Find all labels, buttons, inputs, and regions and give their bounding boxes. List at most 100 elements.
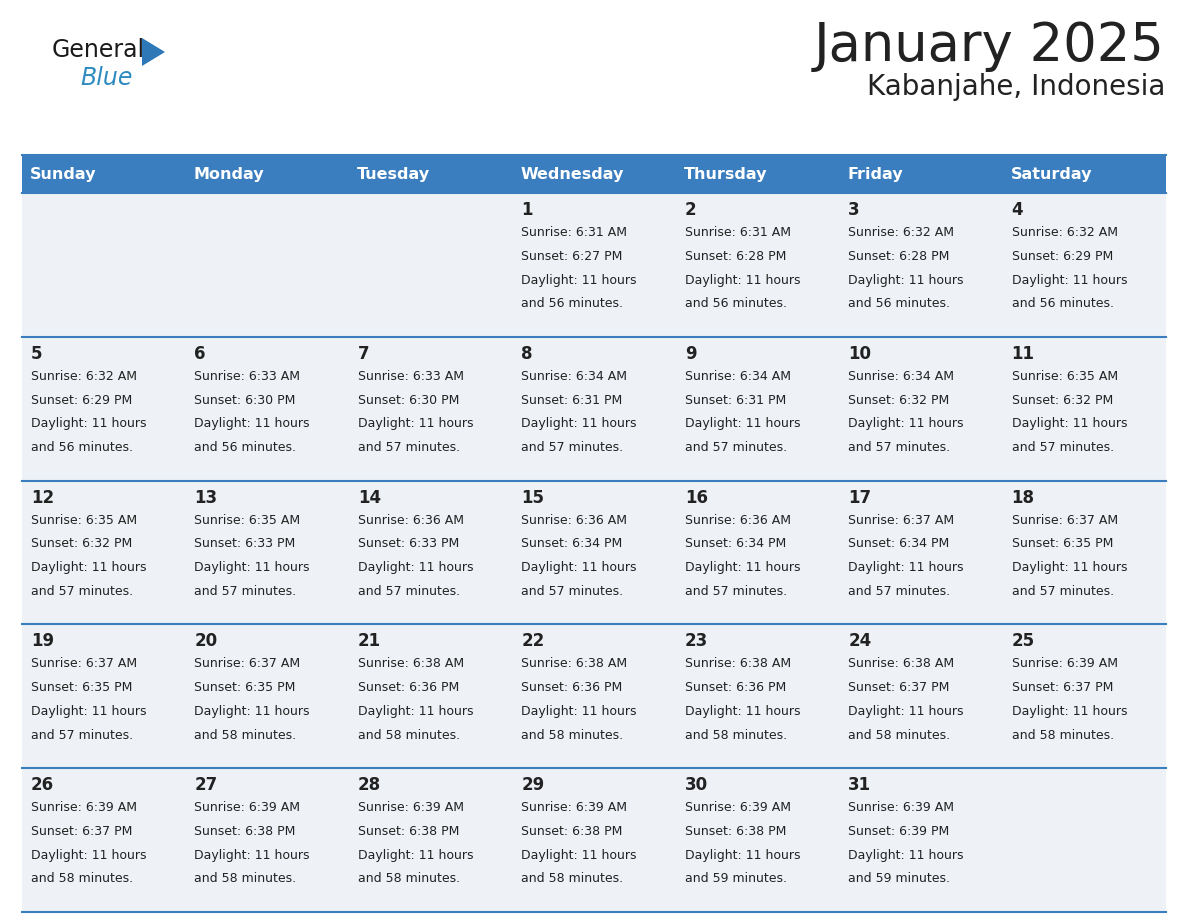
- Bar: [23, 481, 185, 624]
- Text: Daylight: 11 hours: Daylight: 11 hours: [358, 561, 473, 574]
- Text: 30: 30: [684, 776, 708, 794]
- Text: Blue: Blue: [80, 66, 132, 90]
- Text: Sunrise: 6:38 AM: Sunrise: 6:38 AM: [358, 657, 465, 670]
- Text: and 58 minutes.: and 58 minutes.: [358, 729, 460, 742]
- Text: and 59 minutes.: and 59 minutes.: [848, 872, 950, 886]
- Text: Sunrise: 6:35 AM: Sunrise: 6:35 AM: [31, 514, 137, 527]
- Text: Sunset: 6:31 PM: Sunset: 6:31 PM: [684, 394, 786, 407]
- Text: Daylight: 11 hours: Daylight: 11 hours: [848, 274, 963, 286]
- Text: Sunset: 6:33 PM: Sunset: 6:33 PM: [358, 537, 459, 551]
- Text: and 57 minutes.: and 57 minutes.: [195, 585, 297, 598]
- Text: and 56 minutes.: and 56 minutes.: [31, 441, 133, 454]
- Text: 25: 25: [1011, 633, 1035, 650]
- Text: Sunset: 6:39 PM: Sunset: 6:39 PM: [848, 825, 949, 838]
- Text: and 58 minutes.: and 58 minutes.: [358, 872, 460, 886]
- Text: and 58 minutes.: and 58 minutes.: [522, 729, 624, 742]
- Bar: [185, 337, 349, 481]
- Text: 21: 21: [358, 633, 381, 650]
- Text: Sunset: 6:38 PM: Sunset: 6:38 PM: [522, 825, 623, 838]
- Text: Sunrise: 6:34 AM: Sunrise: 6:34 AM: [522, 370, 627, 383]
- Text: Daylight: 11 hours: Daylight: 11 hours: [195, 561, 310, 574]
- Text: 15: 15: [522, 488, 544, 507]
- Text: Daylight: 11 hours: Daylight: 11 hours: [358, 849, 473, 862]
- Text: 24: 24: [848, 633, 871, 650]
- Text: Daylight: 11 hours: Daylight: 11 hours: [31, 705, 146, 718]
- Bar: [676, 337, 839, 481]
- Text: Sunset: 6:35 PM: Sunset: 6:35 PM: [195, 681, 296, 694]
- Text: and 58 minutes.: and 58 minutes.: [522, 872, 624, 886]
- Text: Daylight: 11 hours: Daylight: 11 hours: [522, 849, 637, 862]
- Text: Daylight: 11 hours: Daylight: 11 hours: [848, 418, 963, 431]
- Text: and 56 minutes.: and 56 minutes.: [1011, 297, 1113, 310]
- Text: Sunrise: 6:34 AM: Sunrise: 6:34 AM: [848, 370, 954, 383]
- Text: Sunset: 6:30 PM: Sunset: 6:30 PM: [195, 394, 296, 407]
- Bar: [349, 155, 512, 193]
- Text: and 58 minutes.: and 58 minutes.: [848, 729, 950, 742]
- Text: Sunrise: 6:33 AM: Sunrise: 6:33 AM: [195, 370, 301, 383]
- Bar: [1003, 768, 1165, 912]
- Text: Sunset: 6:30 PM: Sunset: 6:30 PM: [358, 394, 460, 407]
- Text: Sunrise: 6:31 AM: Sunrise: 6:31 AM: [684, 226, 791, 239]
- Bar: [512, 337, 676, 481]
- Text: 16: 16: [684, 488, 708, 507]
- Text: Daylight: 11 hours: Daylight: 11 hours: [1011, 274, 1127, 286]
- Text: and 59 minutes.: and 59 minutes.: [684, 872, 786, 886]
- Text: and 57 minutes.: and 57 minutes.: [684, 585, 786, 598]
- Text: Tuesday: Tuesday: [358, 166, 430, 182]
- Bar: [185, 193, 349, 337]
- Text: 26: 26: [31, 776, 55, 794]
- Text: Sunrise: 6:38 AM: Sunrise: 6:38 AM: [684, 657, 791, 670]
- Text: Sunrise: 6:39 AM: Sunrise: 6:39 AM: [684, 801, 791, 814]
- Text: Daylight: 11 hours: Daylight: 11 hours: [522, 705, 637, 718]
- Text: Sunset: 6:36 PM: Sunset: 6:36 PM: [684, 681, 786, 694]
- Bar: [349, 337, 512, 481]
- Bar: [349, 481, 512, 624]
- Text: and 58 minutes.: and 58 minutes.: [195, 872, 297, 886]
- Text: Sunset: 6:34 PM: Sunset: 6:34 PM: [684, 537, 786, 551]
- Text: 17: 17: [848, 488, 871, 507]
- Bar: [1003, 337, 1165, 481]
- Bar: [23, 193, 185, 337]
- Bar: [349, 193, 512, 337]
- Text: Sunrise: 6:38 AM: Sunrise: 6:38 AM: [848, 657, 954, 670]
- Text: Sunrise: 6:39 AM: Sunrise: 6:39 AM: [848, 801, 954, 814]
- Text: Sunset: 6:32 PM: Sunset: 6:32 PM: [1011, 394, 1113, 407]
- Text: and 57 minutes.: and 57 minutes.: [1011, 441, 1113, 454]
- Text: and 58 minutes.: and 58 minutes.: [684, 729, 786, 742]
- Text: 14: 14: [358, 488, 381, 507]
- Text: 11: 11: [1011, 345, 1035, 363]
- Text: Sunrise: 6:36 AM: Sunrise: 6:36 AM: [684, 514, 791, 527]
- Text: and 56 minutes.: and 56 minutes.: [684, 297, 786, 310]
- Text: Daylight: 11 hours: Daylight: 11 hours: [848, 561, 963, 574]
- Text: Sunrise: 6:39 AM: Sunrise: 6:39 AM: [1011, 657, 1118, 670]
- Bar: [23, 768, 185, 912]
- Bar: [839, 193, 1003, 337]
- Bar: [512, 481, 676, 624]
- Text: Daylight: 11 hours: Daylight: 11 hours: [31, 561, 146, 574]
- Text: Sunset: 6:36 PM: Sunset: 6:36 PM: [358, 681, 459, 694]
- Text: 31: 31: [848, 776, 871, 794]
- Text: Sunset: 6:31 PM: Sunset: 6:31 PM: [522, 394, 623, 407]
- Polygon shape: [143, 38, 165, 66]
- Text: Daylight: 11 hours: Daylight: 11 hours: [684, 705, 801, 718]
- Text: 8: 8: [522, 345, 532, 363]
- Text: Daylight: 11 hours: Daylight: 11 hours: [684, 849, 801, 862]
- Bar: [839, 481, 1003, 624]
- Bar: [676, 155, 839, 193]
- Text: Daylight: 11 hours: Daylight: 11 hours: [31, 418, 146, 431]
- Bar: [1003, 481, 1165, 624]
- Text: Daylight: 11 hours: Daylight: 11 hours: [684, 561, 801, 574]
- Text: 13: 13: [195, 488, 217, 507]
- Text: Saturday: Saturday: [1011, 166, 1092, 182]
- Text: and 57 minutes.: and 57 minutes.: [358, 441, 460, 454]
- Text: 18: 18: [1011, 488, 1035, 507]
- Text: and 56 minutes.: and 56 minutes.: [848, 297, 950, 310]
- Bar: [512, 624, 676, 768]
- Text: Daylight: 11 hours: Daylight: 11 hours: [31, 849, 146, 862]
- Text: Sunrise: 6:35 AM: Sunrise: 6:35 AM: [1011, 370, 1118, 383]
- Text: 29: 29: [522, 776, 544, 794]
- Bar: [839, 768, 1003, 912]
- Text: Sunrise: 6:38 AM: Sunrise: 6:38 AM: [522, 657, 627, 670]
- Bar: [1003, 624, 1165, 768]
- Bar: [349, 768, 512, 912]
